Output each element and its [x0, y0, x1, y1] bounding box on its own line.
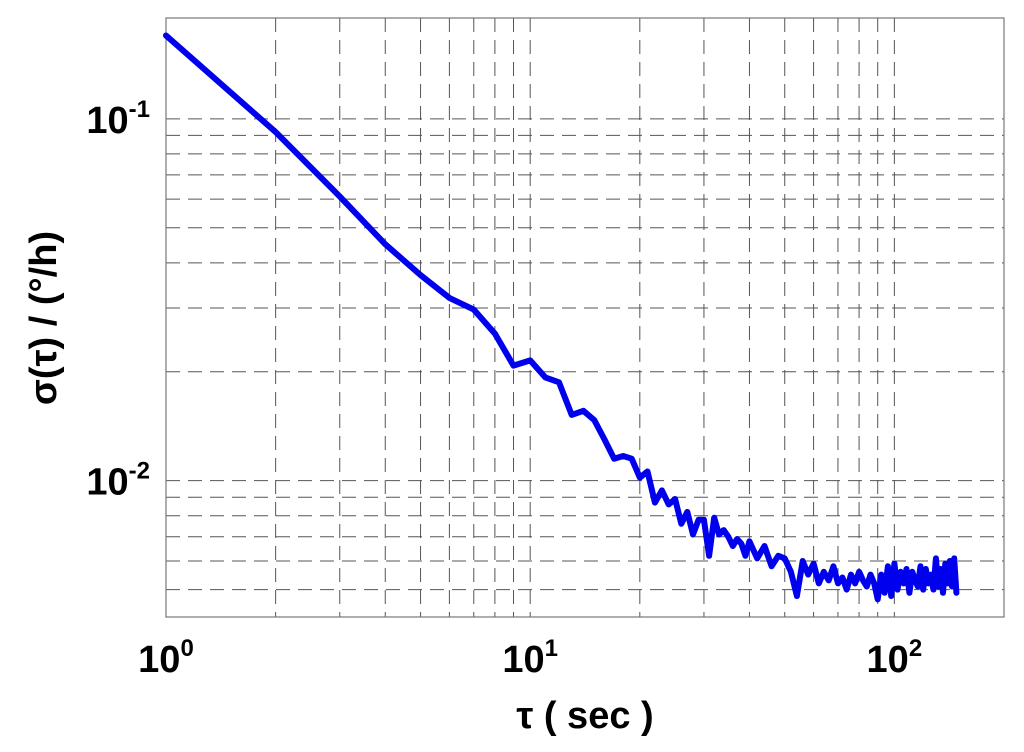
- y-tick-label: 10-1: [86, 96, 150, 142]
- y-tick-label: 10-2: [86, 458, 150, 504]
- y-axis-title: σ(τ) / (°/h): [23, 231, 65, 405]
- plot-frame: [165, 17, 1005, 618]
- x-tick-label: 102: [867, 635, 923, 681]
- series-line: [163, 32, 960, 603]
- x-tick-labels: 100 101 102: [138, 635, 922, 681]
- grid: [166, 18, 1004, 617]
- x-axis-title: τ ( sec ): [516, 695, 653, 737]
- x-tick-label: 100: [138, 635, 194, 681]
- x-tick-label: 101: [502, 635, 558, 681]
- y-tick-labels: 10-1 10-2: [86, 96, 150, 504]
